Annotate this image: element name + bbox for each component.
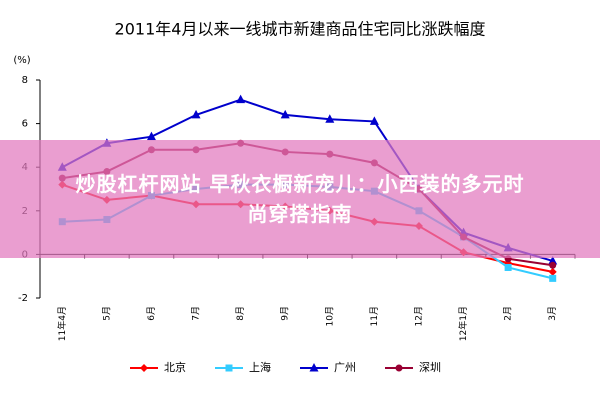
data-point [236,94,246,104]
x-tick-label: 7月 [191,306,202,321]
x-tick-label: 9月 [280,306,291,321]
data-point [548,267,557,276]
legend-marker [140,364,148,372]
x-tick-label: 12月 [413,306,424,326]
overlay-text: 炒股杠杆网站 早秋衣橱新宠儿：小西装的多元时 [75,172,525,196]
legend-label: 北京 [164,360,186,374]
y-tick-label: 6 [22,119,28,130]
legend-label: 广州 [334,361,356,374]
x-tick-label: 11年4月 [56,306,68,341]
legend-label: 上海 [249,360,271,374]
legend-marker [395,364,403,372]
x-tick-label: 8月 [235,306,246,321]
data-point [549,274,557,282]
data-point [280,109,290,119]
chart-title: 2011年4月以来一线城市新建商品住宅同比涨跌幅度 [115,20,486,39]
x-tick-label: 2月 [503,306,514,321]
overlay-text: 尚穿搭指南 [247,202,353,226]
y-axis-label: (%) [13,55,30,66]
y-tick-label: -2 [18,293,28,304]
data-point [548,255,558,265]
legend-label: 深圳 [419,361,441,374]
legend-marker [309,363,319,372]
data-point [549,261,557,269]
x-tick-label: 6月 [146,306,157,321]
x-tick-label: 3月 [547,306,558,321]
legend-marker [225,364,233,372]
x-tick-label: 11月 [369,306,380,326]
data-point [504,263,512,271]
y-tick-label: 8 [22,75,28,86]
x-tick-label: 10月 [324,306,335,326]
data-point [191,109,201,119]
data-point [325,114,335,123]
data-point [146,131,156,141]
x-tick-label: 12年1月 [457,306,469,341]
overlay-banner: 炒股杠杆网站 早秋衣橱新宠儿：小西装的多元时 尚穿搭指南 [0,140,600,258]
x-tick-label: 5月 [101,306,112,321]
data-point [369,116,379,125]
